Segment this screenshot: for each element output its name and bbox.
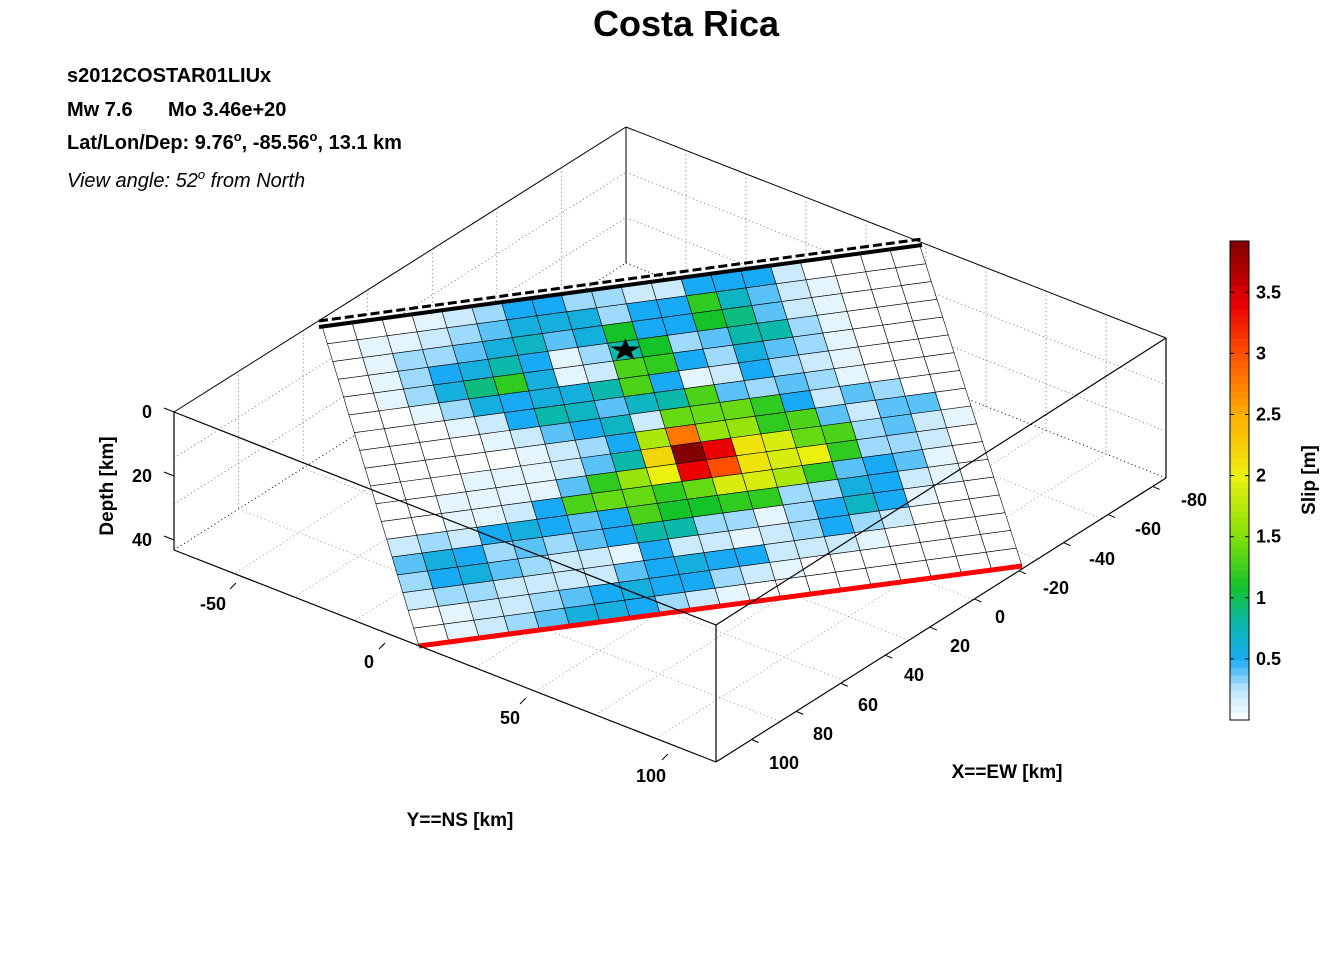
colorbar-tick-label: 1.5 [1256, 527, 1281, 547]
ew-tick-label: -40 [1089, 549, 1115, 569]
colorbar-label: Slip [m] [1299, 445, 1320, 515]
colorbar-tick-label: 1 [1256, 588, 1266, 608]
view-suffix: from North [205, 170, 305, 192]
colorbar-tick-label: 2 [1256, 466, 1266, 486]
ew-axis-label: X==EW [km] [952, 762, 1063, 783]
deg-mark: o [234, 129, 242, 144]
colorbar-tick-label: 0.5 [1256, 649, 1281, 669]
ew-tick-label: -80 [1181, 490, 1207, 510]
depth-axis-label: Depth [km] [97, 436, 118, 535]
colorbar: 0.5 1 1.5 2 2.5 3 3.5 [1229, 240, 1281, 721]
ew-tick-label: 80 [813, 724, 833, 744]
ew-tick-label: 60 [858, 695, 878, 715]
lat-value: 9.76 [195, 132, 234, 154]
depth-axis-ticks: 0 20 40 [132, 402, 175, 550]
deg-mark: o [198, 167, 205, 182]
depth-tick-label: 40 [132, 530, 152, 550]
ew-tick-label: -20 [1043, 578, 1069, 598]
ns-tick-label: 100 [636, 766, 666, 786]
depth-tick-label: 0 [142, 402, 152, 422]
moment-label: Mo 3.46e+20 [168, 99, 286, 121]
event-id: s2012COSTAR01LIUx [67, 65, 271, 87]
ns-tick-label: -50 [200, 594, 226, 614]
ew-axis-ticks: -80 -60 -40 -20 0 20 40 60 80 100 [751, 485, 1207, 773]
box-front-lines [173, 337, 1167, 763]
view-value: 52 [176, 170, 198, 192]
hypocenter-star-icon [610, 338, 641, 360]
colorbar-tick-label: 3.5 [1256, 282, 1281, 302]
ew-tick-label: 100 [769, 753, 799, 773]
depth-tick-label: 20 [132, 466, 152, 486]
ew-tick-label: 20 [950, 636, 970, 656]
view-prefix: View angle: [67, 170, 176, 192]
ew-tick-label: -60 [1135, 519, 1161, 539]
ns-axis-ticks: -50 0 50 100 [200, 582, 669, 786]
fault-plane [321, 245, 1023, 647]
ns-tick-label: 0 [364, 652, 374, 672]
location-prefix: Lat/Lon/Dep: [67, 132, 195, 154]
ew-tick-label: 0 [995, 607, 1005, 627]
colorbar-tick-label: 3 [1256, 343, 1266, 363]
depth-value: 13.1 km [329, 132, 402, 154]
magnitude-label: Mw 7.6 [67, 99, 133, 121]
ew-tick-label: 40 [904, 665, 924, 685]
lon-value: -85.56 [253, 132, 310, 154]
fault-edges [318, 237, 1023, 649]
colorbar-tick-label: 2.5 [1256, 405, 1281, 425]
chart-title: Costa Rica [593, 3, 780, 44]
ns-tick-label: 50 [500, 708, 520, 728]
ns-axis-label: Y==NS [km] [407, 810, 514, 831]
view-angle-line: View angle: 52o from North [67, 167, 305, 192]
location-line: Lat/Lon/Dep: 9.76o, -85.56o, 13.1 km [67, 129, 402, 154]
deg-mark: o [310, 129, 318, 144]
